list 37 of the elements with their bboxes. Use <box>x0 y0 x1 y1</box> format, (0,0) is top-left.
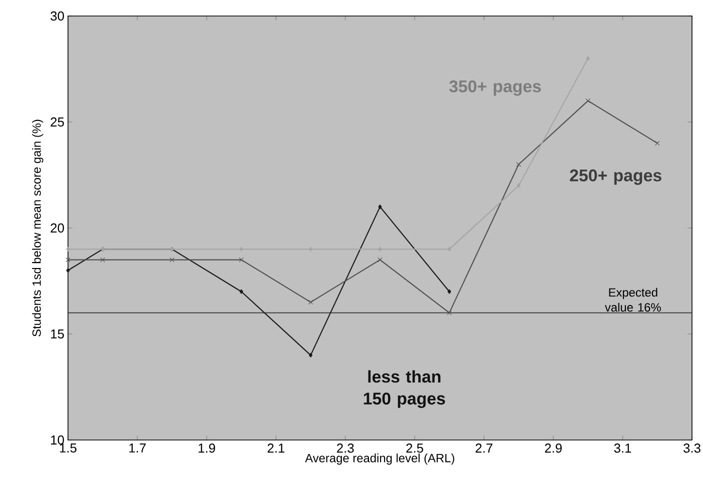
point <box>586 98 590 104</box>
point <box>308 300 314 305</box>
text: less than 150 pages <box>364 370 445 408</box>
point <box>66 257 70 262</box>
point <box>170 257 174 262</box>
x-tick-label: 3.1 <box>614 444 632 453</box>
x-tick-label: 2.5 <box>406 444 424 453</box>
x-tick-label: 1.5 <box>60 444 76 453</box>
point <box>240 289 244 294</box>
y-axis-title: Students 1sd below mean score gain (%) <box>32 120 44 336</box>
point <box>378 204 382 210</box>
point <box>448 289 452 294</box>
x-tick-label: 1.9 <box>198 444 216 453</box>
point <box>446 310 452 316</box>
y-tick-label: 30 <box>50 11 64 21</box>
x-tick-label: 2.7 <box>476 444 492 453</box>
series-label: 350+ pages <box>449 80 541 96</box>
point <box>100 257 106 262</box>
y-tick-label: 25 <box>50 117 64 127</box>
point <box>66 268 70 273</box>
point <box>654 140 660 146</box>
y-tick-label: 10 <box>51 435 64 445</box>
point <box>378 257 382 262</box>
point <box>238 257 244 262</box>
ref-line-label: Expected value 16% <box>604 288 661 312</box>
y-tick-label: 20 <box>50 223 64 233</box>
point <box>66 246 70 252</box>
point <box>516 162 522 167</box>
series-label: 250+ pages <box>570 169 662 185</box>
x-tick-label: 2.1 <box>268 444 284 453</box>
x-tick-label: 2.3 <box>336 444 354 453</box>
point <box>308 352 312 358</box>
x-axis-title: Average reading level (ARL) <box>305 454 454 465</box>
x-tick-label: 2.9 <box>544 444 562 453</box>
y-tick-label: 15 <box>51 329 64 339</box>
x-tick-label: 3.3 <box>684 444 700 453</box>
x-tick-label: 1.7 <box>129 444 146 452</box>
